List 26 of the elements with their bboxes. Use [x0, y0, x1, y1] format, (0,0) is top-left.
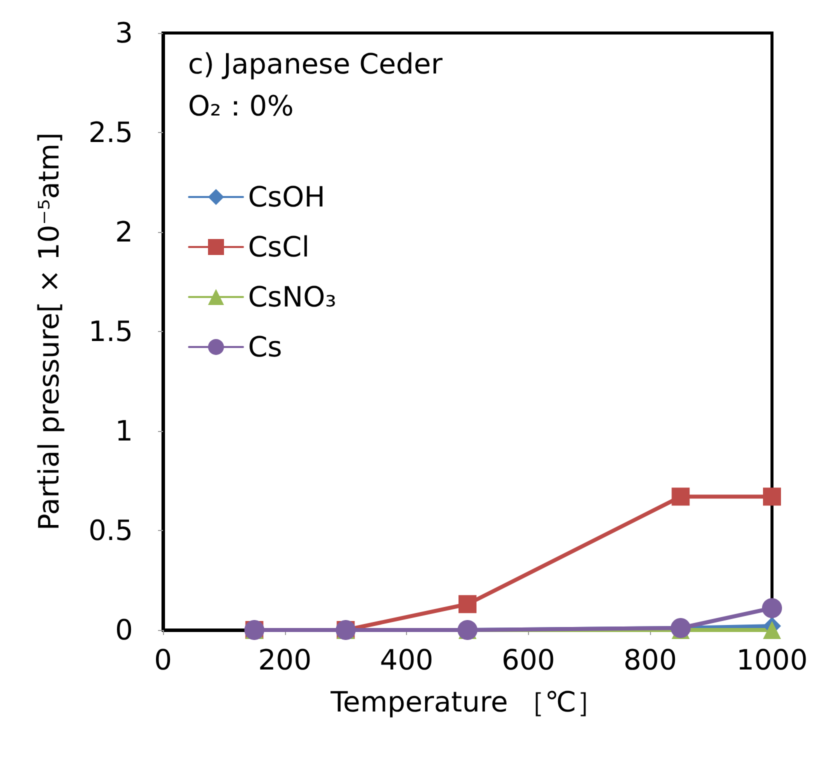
- point: [762, 598, 782, 618]
- legend-label: Cs: [248, 330, 282, 364]
- point: [763, 488, 781, 506]
- point: [763, 621, 781, 639]
- x-axis-title: Temperature ［℃］: [330, 686, 604, 718]
- legend-label: CsOH: [248, 180, 326, 214]
- y-tick-label: 0: [115, 614, 133, 646]
- x-tick-label: 200: [258, 644, 312, 676]
- point: [672, 488, 690, 506]
- x-tick-label: 400: [380, 644, 434, 676]
- y-tick-label: 1.5: [88, 315, 133, 348]
- y-tick-label: 0.5: [88, 514, 133, 547]
- x-tick-label: 600: [502, 644, 556, 676]
- x-tick-label: 0: [154, 644, 172, 676]
- text: c) Japanese Ceder: [188, 48, 444, 80]
- y-tick-label: 3: [115, 16, 133, 50]
- legend-label: CsCl: [248, 230, 310, 264]
- y-tick-label: 2: [115, 216, 133, 248]
- y-tick-label: 2.5: [88, 116, 133, 149]
- text: O₂：0%: [188, 90, 294, 122]
- legend-label: CsNO₃: [248, 280, 336, 314]
- x-tick-label: 800: [623, 644, 677, 676]
- point: [458, 595, 476, 614]
- y-tick-label: 1: [115, 414, 133, 448]
- x-tick-label: 1000: [736, 644, 808, 676]
- y-axis-title: Partial pressure[ × 10⁻⁵atm]: [32, 132, 66, 530]
